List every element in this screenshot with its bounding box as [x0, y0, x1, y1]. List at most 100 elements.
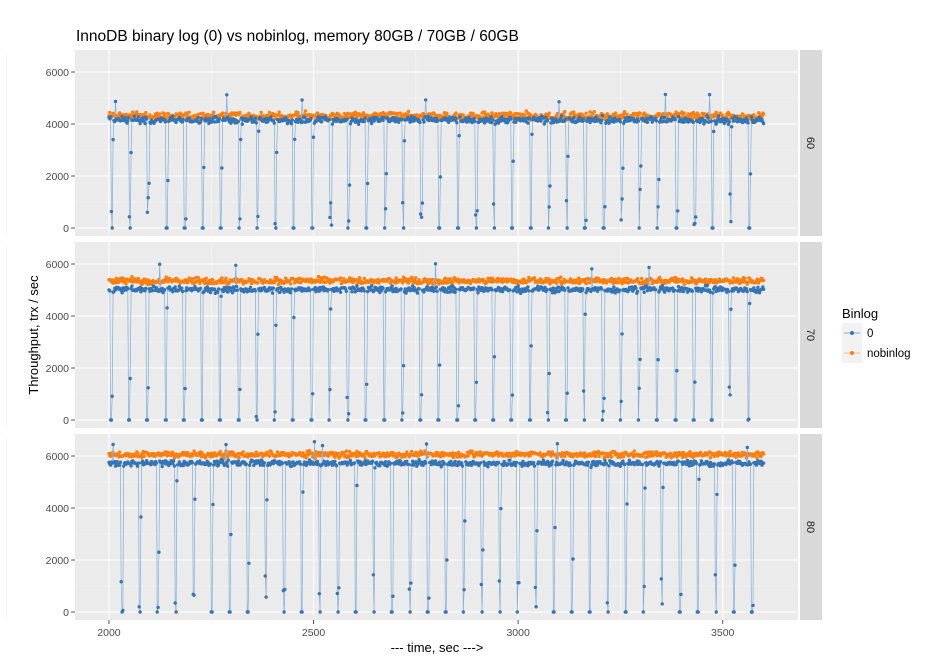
data-point-0	[365, 181, 370, 186]
data-point-0	[712, 462, 717, 466]
data-point-nobinlog	[454, 111, 458, 115]
data-point-0	[532, 464, 537, 468]
data-point-0	[405, 459, 409, 463]
data-point-0	[676, 114, 681, 119]
data-point-0	[362, 119, 366, 124]
data-point-0	[293, 137, 297, 141]
data-point-0	[733, 563, 737, 567]
data-point-0	[326, 287, 330, 292]
data-point-0	[363, 116, 367, 120]
data-point-nobinlog	[108, 110, 112, 115]
data-point-nobinlog	[131, 110, 135, 114]
data-point-0	[419, 212, 423, 216]
data-point-0	[427, 596, 431, 600]
data-point-0	[283, 587, 287, 592]
data-point-0	[612, 285, 616, 289]
data-point-nobinlog	[401, 281, 405, 285]
data-point-0	[728, 393, 732, 397]
data-point-0	[620, 332, 624, 336]
data-point-nobinlog	[346, 111, 350, 116]
data-point-0	[624, 610, 628, 614]
data-point-0	[601, 409, 605, 413]
data-point-0	[757, 291, 762, 295]
data-point-0	[455, 418, 460, 422]
data-point-0	[748, 301, 752, 306]
data-point-0	[696, 610, 700, 614]
data-point-0	[631, 288, 636, 292]
data-point-0	[300, 610, 304, 614]
data-point-0	[111, 442, 115, 447]
data-point-0	[748, 172, 753, 176]
data-point-0	[304, 463, 308, 468]
data-point-nobinlog	[361, 111, 366, 115]
y-tick-label: 0	[63, 415, 69, 427]
data-point-0	[658, 460, 663, 464]
data-point-0	[547, 205, 551, 209]
data-point-nobinlog	[563, 109, 567, 114]
data-point-0	[473, 213, 478, 217]
data-point-0	[545, 410, 550, 415]
data-point-nobinlog	[640, 276, 644, 281]
data-point-0	[653, 288, 658, 292]
data-point-0	[128, 376, 132, 381]
data-point-0	[108, 115, 113, 119]
y-tick-label: 2000	[46, 363, 70, 375]
data-point-0	[139, 515, 143, 519]
data-point-0	[581, 389, 586, 393]
legend-dot-nobinlog	[850, 351, 854, 355]
data-point-0	[472, 286, 476, 290]
data-point-nobinlog	[318, 280, 322, 284]
data-point-0	[750, 610, 754, 614]
data-point-0	[726, 289, 731, 294]
data-point-0	[526, 121, 530, 125]
data-point-0	[571, 557, 575, 561]
data-point-nobinlog	[616, 455, 620, 459]
data-point-0	[583, 226, 587, 230]
data-point-nobinlog	[403, 454, 407, 459]
series-0	[107, 262, 766, 422]
data-point-0	[455, 121, 459, 125]
data-point-0	[108, 289, 112, 293]
chart-title: InnoDB binary log (0) vs nobinlog, memor…	[76, 28, 519, 45]
data-point-0	[262, 461, 267, 465]
data-point-0	[500, 114, 504, 119]
data-point-nobinlog	[299, 280, 303, 284]
data-point-0	[449, 459, 453, 464]
data-point-0	[419, 418, 423, 422]
data-point-0	[550, 462, 554, 466]
data-point-0	[174, 120, 178, 125]
data-point-0	[327, 418, 331, 422]
data-point-0	[509, 418, 514, 422]
facet-strip-label: 80	[804, 521, 816, 533]
data-point-nobinlog	[117, 280, 121, 284]
data-point-nobinlog	[708, 456, 713, 460]
data-point-0	[273, 222, 277, 226]
y-tick-label: 0	[63, 607, 69, 619]
data-point-0	[173, 285, 177, 289]
data-point-0	[400, 117, 404, 122]
data-point-nobinlog	[326, 454, 330, 458]
data-point-0	[555, 442, 560, 446]
data-point-0	[412, 286, 416, 290]
data-point-0	[173, 601, 177, 605]
data-point-0	[694, 215, 698, 219]
data-point-nobinlog	[451, 455, 456, 460]
data-point-0	[383, 226, 387, 230]
data-point-0	[155, 610, 159, 614]
data-point-0	[330, 463, 335, 467]
data-point-0	[529, 344, 533, 348]
y-tick-label: 4000	[46, 311, 70, 323]
data-point-nobinlog	[622, 454, 626, 459]
data-point-0	[216, 287, 221, 291]
data-point-0	[327, 117, 331, 122]
data-point-nobinlog	[644, 450, 649, 454]
data-point-0	[219, 294, 223, 298]
data-point-0	[547, 371, 551, 376]
data-point-nobinlog	[171, 450, 175, 454]
data-point-0	[647, 265, 651, 270]
data-point-nobinlog	[328, 281, 332, 285]
data-point-0	[193, 497, 197, 501]
data-point-0	[544, 115, 548, 120]
data-point-0	[113, 99, 118, 104]
data-point-0	[674, 418, 678, 422]
